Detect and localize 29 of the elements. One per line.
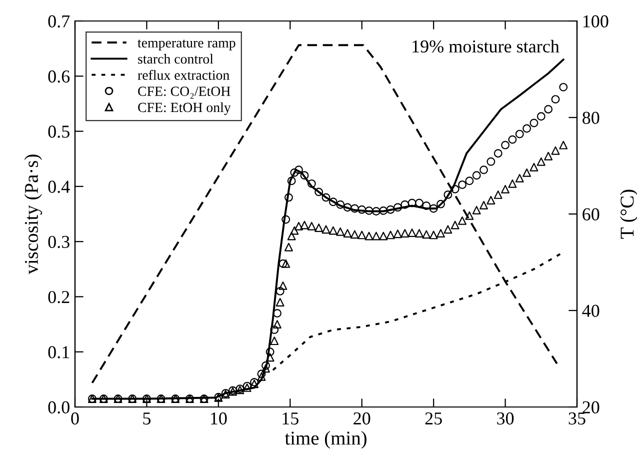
y2-tick-label: 100 (583, 15, 608, 28)
y-tick-label: 0.0 (48, 401, 70, 414)
x-tick-label: 20 (354, 412, 370, 425)
x-tick-label: 35 (568, 412, 586, 425)
y2-tick-label: 20 (582, 401, 600, 414)
x-tick-label: 15 (282, 412, 298, 425)
y-tick-label: 0.3 (48, 236, 70, 248)
y-tick-label: 0.5 (48, 126, 70, 138)
x-tick-label: 30 (497, 412, 514, 425)
y-tick-label: 0.6 (48, 70, 70, 83)
x-tick-label: 25 (425, 412, 442, 425)
y-tick-label: 0.4 (48, 180, 70, 193)
legend-label: CFE: CO₂/EtOH (138, 86, 230, 99)
y2-tick-label: 40 (582, 304, 600, 317)
y-tick-label: 0.2 (48, 290, 70, 304)
y2-tick-label: 80 (582, 112, 600, 124)
annotation: 19% moisture starch (412, 40, 560, 53)
legend-label: starch control (138, 54, 214, 64)
y-tick-label: 0.1 (48, 346, 70, 358)
legend-label: reflux extraction (138, 70, 230, 80)
x-tick-label: 0 (71, 412, 79, 425)
y2-tick-label: 60 (582, 208, 600, 220)
x-axis-title: time (min) (284, 431, 366, 449)
y-tick-label: 0.7 (48, 15, 70, 28)
legend-label: temperature ramp (138, 40, 236, 50)
x-tick-label: 10 (210, 412, 227, 425)
x-tick-label: 5 (143, 412, 151, 425)
legend-label: CFE: EtOH only (138, 102, 231, 115)
y-axis-title: viscosity (Pa·s) (24, 154, 42, 274)
